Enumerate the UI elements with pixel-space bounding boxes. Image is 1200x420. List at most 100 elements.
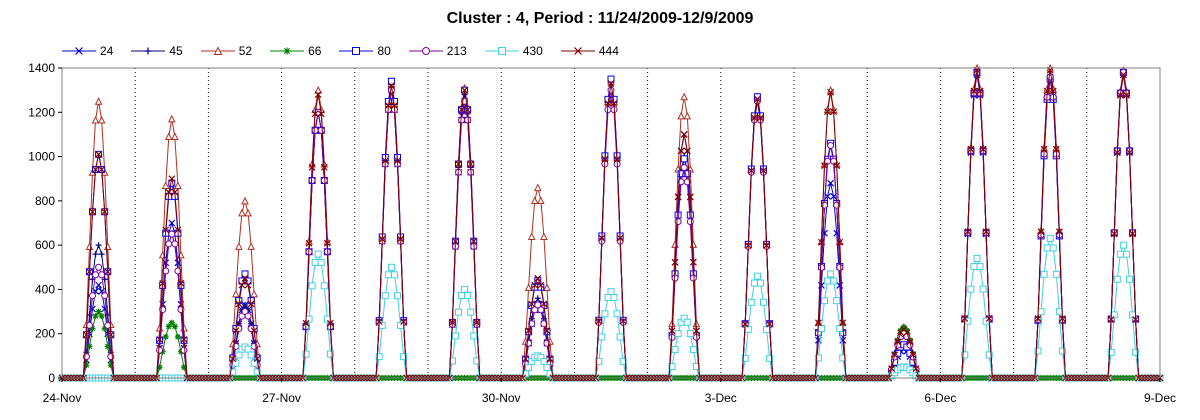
x-marker <box>753 95 761 103</box>
x-marker <box>247 300 255 308</box>
legend-item-45: 45 <box>131 44 183 58</box>
circle-marker <box>537 306 545 314</box>
x-marker <box>607 80 615 87</box>
x-marker <box>744 241 752 249</box>
square-marker <box>241 270 249 278</box>
square-marker <box>598 333 606 341</box>
x-marker <box>104 268 112 276</box>
x-marker <box>391 102 398 109</box>
square-marker <box>320 282 328 290</box>
circle-marker <box>244 312 252 320</box>
x-marker <box>1107 315 1115 323</box>
legend-label: 80 <box>377 44 391 58</box>
series-markers-52 <box>58 63 1164 382</box>
x-marker <box>238 281 246 289</box>
x-marker <box>522 355 530 363</box>
x-marker <box>302 319 310 327</box>
x-marker <box>818 238 825 246</box>
x-marker <box>92 166 99 173</box>
circle-marker <box>101 292 109 300</box>
circle-marker <box>671 274 679 282</box>
square-marker <box>747 298 755 306</box>
square-marker <box>458 291 466 299</box>
series-line-444 <box>62 70 1160 379</box>
square-marker <box>692 362 700 370</box>
square-marker <box>317 258 325 266</box>
circle-marker <box>674 218 682 226</box>
circle-marker <box>817 264 825 272</box>
legend-item-430: 430 <box>484 44 543 58</box>
x-marker <box>683 147 691 155</box>
star-marker <box>162 333 169 340</box>
x-marker <box>250 327 258 335</box>
x-marker <box>1052 145 1060 153</box>
x-marker <box>1040 145 1048 153</box>
star-marker <box>897 327 904 334</box>
x-marker <box>1132 315 1140 323</box>
square-marker <box>451 332 459 340</box>
circle-marker <box>89 292 96 300</box>
x-marker <box>314 91 322 98</box>
x-tick-label: 6-Dec <box>924 391 956 405</box>
x-marker <box>320 163 328 171</box>
square-marker <box>1043 244 1051 252</box>
x-marker <box>1037 228 1045 236</box>
square-marker <box>607 75 615 83</box>
x-marker <box>540 300 548 308</box>
square-marker <box>1126 275 1133 283</box>
square-marker <box>250 359 258 367</box>
square-marker <box>1046 235 1054 242</box>
circle-marker <box>458 116 466 124</box>
star-marker <box>171 323 178 330</box>
x-tick-label: 24-Nov <box>43 391 82 405</box>
x-marker <box>470 237 478 245</box>
square-marker <box>1116 250 1124 258</box>
x-marker <box>311 110 319 118</box>
x-marker <box>985 315 993 322</box>
x-marker <box>378 235 386 243</box>
square-marker <box>766 354 774 362</box>
triangle-marker <box>174 181 182 189</box>
triangle-marker <box>103 242 112 250</box>
square-marker <box>244 345 252 353</box>
x-marker <box>455 160 462 168</box>
star-marker <box>156 364 163 371</box>
circle-marker <box>180 346 188 354</box>
circle-marker <box>317 126 325 134</box>
x-marker <box>573 47 582 55</box>
series-line-52 <box>62 67 1160 379</box>
square-marker <box>455 308 462 316</box>
square-marker <box>384 271 392 279</box>
square-marker <box>308 282 316 290</box>
x-marker <box>528 300 536 308</box>
square-marker <box>744 326 752 334</box>
series-24 <box>58 71 1164 382</box>
x-marker <box>546 355 554 363</box>
circle-marker <box>534 301 542 309</box>
series-line-80 <box>62 72 1160 379</box>
triangle-marker <box>94 97 103 105</box>
x-marker <box>619 317 627 325</box>
square-marker <box>753 272 761 280</box>
x-marker <box>397 235 404 243</box>
square-marker <box>464 291 472 299</box>
series-markers-80 <box>58 68 1164 382</box>
y-tick-label: 200 <box>35 327 55 341</box>
square-marker <box>1107 348 1115 356</box>
square-marker <box>668 362 676 370</box>
circle-marker <box>92 271 100 279</box>
y-tick-label: 1400 <box>28 61 55 75</box>
circle-marker <box>162 267 170 275</box>
triangle-marker <box>683 111 692 120</box>
square-marker <box>760 298 767 306</box>
square-marker <box>497 47 506 55</box>
plus-marker <box>242 301 248 308</box>
legend-item-52: 52 <box>200 44 252 58</box>
square-marker <box>961 351 969 359</box>
x-marker <box>317 110 325 118</box>
star-marker <box>83 362 90 369</box>
square-marker <box>1058 347 1066 355</box>
x-marker <box>534 274 542 282</box>
legend-label: 45 <box>169 44 183 58</box>
legend-item-80: 80 <box>339 44 391 58</box>
